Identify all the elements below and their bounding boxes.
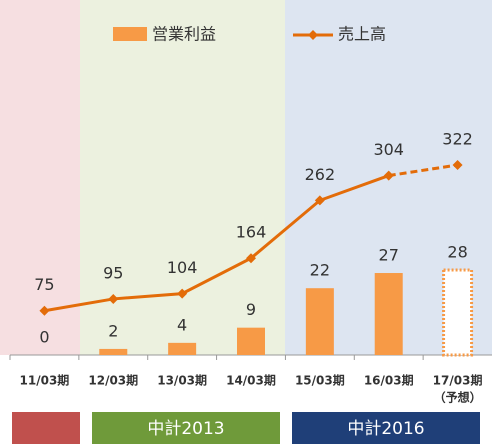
bar — [99, 348, 128, 355]
legend-swatch — [308, 30, 318, 40]
period-label: 中計2016 — [347, 419, 424, 439]
line-value-label: 262 — [305, 165, 336, 184]
x-tick-label: 15/03期 — [295, 373, 345, 388]
forecast-label: （予想） — [434, 390, 482, 405]
bar — [374, 273, 403, 355]
legend-label: 営業利益 — [152, 25, 216, 44]
period-box — [12, 412, 80, 444]
bar — [168, 342, 197, 355]
line-marker — [452, 159, 463, 170]
line-marker — [39, 305, 50, 316]
bar — [237, 327, 265, 355]
bar-value-label: 0 — [39, 328, 49, 347]
line-marker — [108, 293, 119, 304]
period-box — [92, 412, 280, 444]
period-label: 中計2013 — [147, 419, 224, 439]
x-tick-label: 17/03期 — [433, 373, 483, 388]
bar-value-label: 22 — [310, 261, 330, 280]
band-bg — [0, 0, 80, 355]
x-tick-label: 16/03期 — [364, 373, 414, 388]
line-value-label: 164 — [236, 223, 267, 242]
bar-value-label: 4 — [177, 315, 187, 334]
bar-value-label: 2 — [108, 321, 118, 340]
line-marker — [314, 195, 325, 206]
line — [44, 174, 390, 313]
bar-value-label: 27 — [379, 246, 399, 265]
line-value-label: 104 — [167, 258, 198, 277]
line-marker — [177, 288, 188, 299]
line-marker — [246, 253, 256, 264]
bar — [442, 268, 474, 357]
line-value-label: 75 — [34, 275, 54, 294]
legend-swatch — [113, 27, 147, 41]
line-value-label: 322 — [442, 129, 473, 148]
bar-value-label: 9 — [246, 300, 256, 319]
x-tick-label: 14/03期 — [226, 373, 276, 388]
line-value-label: 304 — [373, 140, 404, 159]
bar — [305, 288, 334, 355]
forecast-line — [388, 163, 458, 178]
x-tick-label: 13/03期 — [157, 373, 207, 388]
bar-value-label: 28 — [447, 242, 467, 261]
legend-label: 売上高 — [338, 25, 386, 44]
line-marker — [383, 170, 394, 181]
period-box — [292, 412, 480, 444]
x-tick-label: 11/03期 — [20, 373, 70, 388]
x-tick-label: 12/03期 — [88, 373, 138, 388]
line-value-label: 95 — [103, 263, 123, 282]
